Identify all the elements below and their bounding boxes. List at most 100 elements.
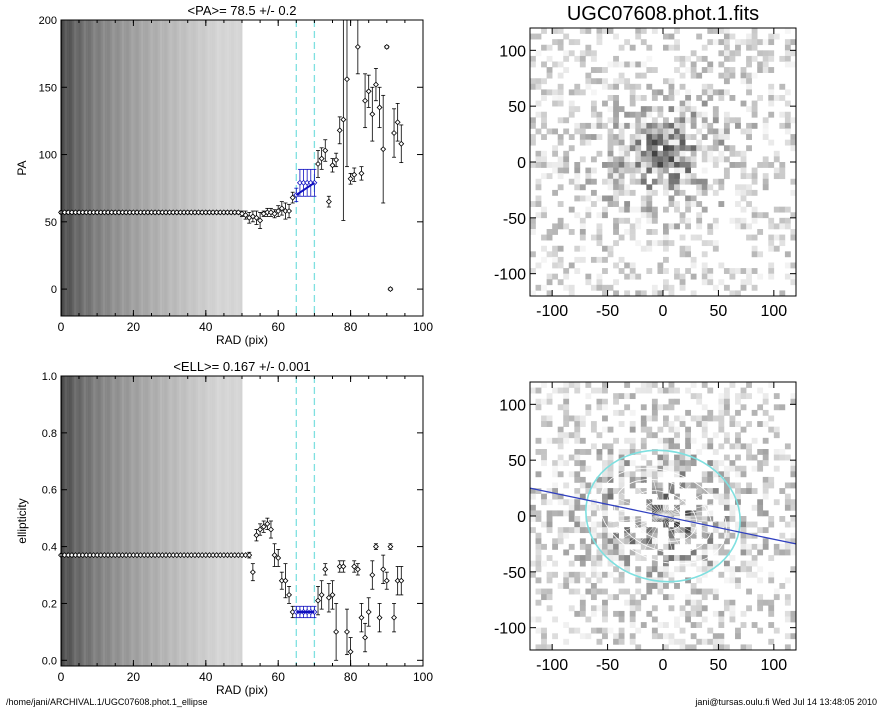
sector-ray <box>662 515 717 523</box>
pixel <box>707 638 714 645</box>
pixel <box>635 387 642 394</box>
pixel <box>579 50 586 57</box>
pixel <box>723 50 730 57</box>
pixel <box>596 122 603 129</box>
pixel <box>657 404 664 411</box>
pixel <box>790 134 797 140</box>
pixel <box>663 256 669 263</box>
pixel <box>707 145 714 152</box>
pixel <box>646 134 653 140</box>
pixel <box>624 229 631 235</box>
pixel <box>607 460 614 467</box>
pixel <box>574 421 581 427</box>
sector-ray <box>662 515 673 552</box>
pixel <box>618 72 625 79</box>
galaxy-image-panel: -100 -50 0 50 100-100-50050100UGC07608.phot.… <box>494 3 797 320</box>
pixel <box>624 111 631 118</box>
pixel <box>668 95 675 101</box>
pixel <box>729 217 736 224</box>
pixel <box>712 521 719 528</box>
pixel <box>668 488 675 494</box>
pixel <box>618 122 625 129</box>
pixel <box>757 549 764 556</box>
pixel <box>712 284 719 291</box>
pixel <box>674 583 680 589</box>
pixel <box>784 50 791 57</box>
pixel <box>596 404 603 411</box>
pixel <box>574 488 581 494</box>
pixel <box>657 134 664 140</box>
pixel <box>607 61 614 68</box>
pixel <box>668 178 675 185</box>
pixel <box>607 538 614 545</box>
pixel <box>679 106 686 113</box>
data-point <box>253 532 260 539</box>
pixel <box>735 393 741 400</box>
pixel <box>668 184 675 191</box>
pixel <box>657 633 664 640</box>
pixel <box>602 527 608 534</box>
pixel <box>640 178 647 185</box>
pixel <box>779 549 786 556</box>
pixel <box>701 549 708 556</box>
pixel <box>568 262 575 269</box>
pixel <box>663 521 669 528</box>
pixel <box>679 279 686 286</box>
pixel <box>696 72 703 79</box>
y-tick-label: -100 <box>494 621 526 638</box>
pixel <box>757 605 764 612</box>
x-tick-label: 40 <box>199 320 213 334</box>
data-point <box>242 212 249 219</box>
pixel <box>784 139 791 146</box>
pixel <box>596 449 603 455</box>
pixel <box>590 566 597 573</box>
pixel <box>602 28 608 34</box>
x-tick-label: 100 <box>413 320 433 334</box>
pixel <box>751 409 758 416</box>
pixel <box>596 532 603 539</box>
pixel <box>757 510 764 517</box>
x-tick-label: 50 <box>710 303 728 320</box>
pixel <box>657 106 664 113</box>
pixel <box>552 95 559 101</box>
pixel <box>651 145 658 152</box>
pixel <box>579 560 586 567</box>
pixel <box>563 284 570 291</box>
pixel <box>602 256 608 263</box>
pixel <box>696 217 703 224</box>
pixel <box>679 189 686 196</box>
pixel <box>718 571 725 578</box>
pixel <box>629 229 636 235</box>
pixel <box>646 245 653 252</box>
pixel <box>746 566 752 573</box>
pixel <box>685 217 692 224</box>
pixel <box>690 393 697 400</box>
data-point <box>376 104 383 111</box>
pixel <box>646 499 653 506</box>
pixel <box>773 449 780 455</box>
pixel <box>602 212 608 219</box>
pixel <box>552 437 559 444</box>
pixel <box>568 543 575 550</box>
x-tick-label: 50 <box>710 657 728 674</box>
pixel <box>679 644 686 651</box>
pixel <box>679 499 686 506</box>
pixel <box>590 426 597 433</box>
pixel <box>629 273 636 280</box>
pixel <box>663 571 669 578</box>
pixel <box>712 139 719 146</box>
pixel <box>613 229 619 235</box>
pixel <box>751 234 758 241</box>
pixel <box>707 156 714 163</box>
pixel <box>740 622 747 628</box>
pixel <box>635 117 642 124</box>
pixel <box>596 256 603 263</box>
pixel <box>663 122 669 129</box>
pixel <box>574 89 581 96</box>
pixel <box>618 167 625 174</box>
pixel <box>602 67 608 73</box>
pixel <box>640 415 647 422</box>
sector-ray <box>662 503 715 517</box>
pixel <box>624 273 631 280</box>
